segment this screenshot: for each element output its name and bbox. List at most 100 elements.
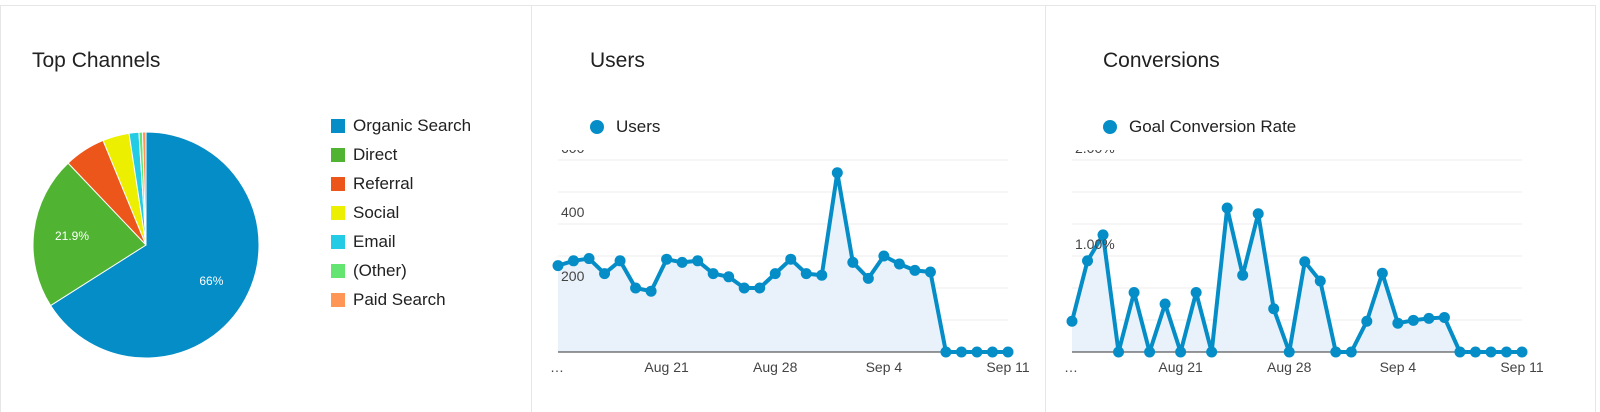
legend-item[interactable]: Referral xyxy=(331,173,471,202)
legend-item[interactable]: (Other) xyxy=(331,260,471,289)
users-line-chart: 200 400 600 … Aug 21 Aug 28 Sep 4 Sep 11 xyxy=(550,150,1030,375)
legend-label: Social xyxy=(353,203,400,222)
users-legend[interactable]: Users xyxy=(590,117,660,137)
data-point xyxy=(862,272,874,284)
x-tick-label: Aug 21 xyxy=(644,359,689,375)
data-point xyxy=(769,268,781,280)
x-tick-label: … xyxy=(1064,359,1078,375)
legend-label: Referral xyxy=(353,174,414,193)
pie-slice xyxy=(141,131,147,246)
data-point xyxy=(831,167,843,179)
series-line xyxy=(1070,206,1522,354)
data-point xyxy=(1454,346,1466,358)
pie-chart: 66% 21.9% xyxy=(32,131,260,359)
data-point xyxy=(1469,346,1481,358)
data-point xyxy=(1283,346,1295,358)
x-tick-label: Aug 21 xyxy=(1158,359,1203,375)
legend-swatch xyxy=(331,293,345,307)
data-point xyxy=(707,268,719,280)
data-point xyxy=(1500,346,1512,358)
x-tick-label: Aug 28 xyxy=(753,359,798,375)
data-point xyxy=(785,253,797,265)
data-point xyxy=(1066,315,1078,327)
legend-label: Organic Search xyxy=(353,116,472,135)
legend-swatch xyxy=(331,206,345,220)
series-area xyxy=(558,172,1008,352)
data-point xyxy=(692,255,704,267)
data-point xyxy=(955,346,967,358)
data-point xyxy=(552,260,564,272)
legend-item[interactable]: Paid Search xyxy=(331,289,471,318)
legend-item[interactable]: Organic Search xyxy=(331,115,471,144)
data-point xyxy=(878,250,890,262)
data-point xyxy=(1516,346,1528,358)
data-point xyxy=(1097,229,1109,241)
data-point xyxy=(1314,275,1326,287)
legend-item[interactable]: Social xyxy=(331,202,471,231)
data-point xyxy=(816,269,828,281)
y-tick-label: 400 xyxy=(561,204,585,220)
data-point xyxy=(940,346,952,358)
data-point xyxy=(1268,303,1280,315)
data-point xyxy=(1330,346,1342,358)
data-point xyxy=(583,253,595,265)
data-point xyxy=(661,253,673,265)
legend-swatch xyxy=(331,235,345,249)
y-tick-label: 200 xyxy=(561,268,585,284)
users-legend-label: Users xyxy=(616,117,661,136)
data-point xyxy=(1175,346,1187,358)
data-point xyxy=(568,255,580,267)
x-tick-label: Sep 11 xyxy=(1500,359,1544,375)
legend-item[interactable]: Email xyxy=(331,231,471,260)
legend-label: Direct xyxy=(353,145,398,164)
legend-label: Email xyxy=(353,232,396,251)
x-tick-label: Aug 28 xyxy=(1267,359,1312,375)
conversions-legend-label: Goal Conversion Rate xyxy=(1129,117,1297,136)
data-point xyxy=(893,258,905,270)
data-point xyxy=(1423,312,1435,324)
data-point xyxy=(1438,311,1450,323)
legend-label: (Other) xyxy=(353,261,407,280)
legend-swatch xyxy=(331,264,345,278)
x-tick-label: … xyxy=(550,359,564,375)
legend-swatch xyxy=(331,119,345,133)
y-tick-label: 600 xyxy=(561,150,585,156)
data-point xyxy=(909,264,921,276)
pie-data-label: 21.9% xyxy=(55,229,89,243)
data-point xyxy=(800,268,812,280)
users-legend-dot xyxy=(590,120,604,134)
data-point xyxy=(1206,346,1218,358)
data-point xyxy=(676,256,688,268)
y-tick-label: 1.00% xyxy=(1075,236,1115,252)
data-point xyxy=(754,282,766,294)
pie-legend: Organic Search Direct Referral Social Email (… xyxy=(331,115,471,318)
data-point xyxy=(1082,255,1094,267)
data-point xyxy=(1159,298,1171,310)
data-point xyxy=(1190,286,1202,298)
conversions-legend-dot xyxy=(1103,120,1117,134)
data-point xyxy=(614,255,626,267)
card-divider xyxy=(1045,5,1046,412)
x-tick-label: Sep 4 xyxy=(1380,359,1417,375)
card-divider xyxy=(531,5,532,412)
data-point xyxy=(723,271,735,283)
data-point xyxy=(1252,208,1264,220)
card-title-conversions: Conversions xyxy=(1103,49,1220,72)
data-point xyxy=(1237,269,1249,281)
data-point xyxy=(1376,267,1388,279)
data-point xyxy=(1221,202,1233,214)
legend-item[interactable]: Direct xyxy=(331,144,471,173)
data-point xyxy=(971,346,983,358)
data-point xyxy=(1299,256,1311,268)
data-point xyxy=(986,346,998,358)
data-point xyxy=(645,285,657,297)
data-point xyxy=(1361,315,1373,327)
conversions-line-chart: 1.00% 2.00% … Aug 21 Aug 28 Sep 4 Sep 11 xyxy=(1064,150,1544,375)
y-tick-label: 2.00% xyxy=(1075,150,1115,156)
conversions-legend[interactable]: Goal Conversion Rate xyxy=(1103,117,1296,137)
pie-slice xyxy=(49,131,260,359)
data-point xyxy=(1485,346,1497,358)
data-point xyxy=(1392,317,1404,329)
data-point xyxy=(599,268,611,280)
x-tick-label: Sep 11 xyxy=(986,359,1030,375)
